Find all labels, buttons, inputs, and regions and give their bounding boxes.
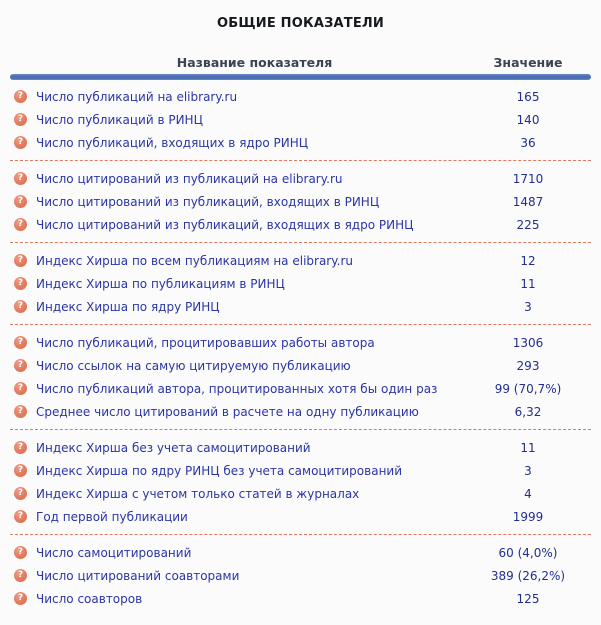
row-value[interactable]: 140 (516, 112, 540, 127)
table-row: ? Индекс Хирша без учета самоцитирований… (14, 436, 587, 459)
question-mark-icon[interactable]: ? (14, 90, 27, 103)
row-value[interactable]: 293 (516, 358, 540, 373)
group-separator (10, 160, 591, 161)
table-row: ? Число цитирований из публикаций на eli… (14, 167, 587, 190)
question-mark-icon[interactable]: ? (14, 195, 27, 208)
row-label[interactable]: Число цитирований соавторами (36, 568, 240, 583)
row-label[interactable]: Число публикаций, входящих в ядро РИНЦ (36, 135, 309, 150)
row-value[interactable]: 4 (524, 486, 532, 501)
row-value[interactable]: 1710 (512, 171, 544, 186)
row-label[interactable]: Число самоцитирований (36, 545, 192, 560)
row-value[interactable]: 11 (520, 440, 536, 455)
question-mark-icon[interactable]: ? (14, 382, 27, 395)
row-label[interactable]: Индекс Хирша по ядру РИНЦ (36, 299, 220, 314)
question-mark-icon[interactable]: ? (14, 464, 27, 477)
row-label[interactable]: Число цитирований из публикаций, входящи… (36, 217, 414, 232)
row-label[interactable]: Число соавторов (36, 591, 143, 606)
row-label[interactable]: Число публикаций, процитировавших работы… (36, 335, 375, 350)
row-value[interactable]: 12 (520, 253, 536, 268)
row-label[interactable]: Год первой публикации (36, 509, 188, 524)
question-mark-icon[interactable]: ? (14, 441, 27, 454)
question-mark-icon[interactable]: ? (14, 277, 27, 290)
row-label[interactable]: Число цитирований из публикаций на elibr… (36, 171, 343, 186)
row-value[interactable]: 99 (70,7%) (494, 381, 562, 396)
metrics-panel: ОБЩИЕ ПОКАЗАТЕЛИ Название показателя Зна… (0, 16, 601, 613)
column-header-name: Название показателя (176, 55, 333, 70)
row-label[interactable]: Индекс Хирша по ядру РИНЦ без учета само… (36, 463, 403, 478)
question-mark-icon[interactable]: ? (14, 569, 27, 582)
header-accent-bar (10, 74, 591, 80)
question-mark-icon[interactable]: ? (14, 359, 27, 372)
table-row: ? Число публикаций на elibrary.ru 165 (14, 85, 587, 108)
table-row: ? Индекс Хирша с учетом только статей в … (14, 482, 587, 505)
question-mark-icon[interactable]: ? (14, 113, 27, 126)
table-row: ? Год первой публикации 1999 (14, 505, 587, 528)
row-value[interactable]: 1306 (512, 335, 544, 350)
table-row: ? Число самоцитирований 60 (4,0%) (14, 541, 587, 564)
row-value[interactable]: 165 (516, 89, 540, 104)
table-row: ? Число публикаций, входящих в ядро РИНЦ… (14, 131, 587, 154)
table-row: ? Число соавторов 125 (14, 587, 587, 610)
column-header-value: Значение (493, 55, 563, 70)
table-row: ? Число ссылок на самую цитируемую публи… (14, 354, 587, 377)
question-mark-icon[interactable]: ? (14, 300, 27, 313)
question-mark-icon[interactable]: ? (14, 136, 27, 149)
table-row: ? Индекс Хирша по ядру РИНЦ 3 (14, 295, 587, 318)
table-body: ? Число публикаций на elibrary.ru 165 ? … (10, 82, 591, 613)
row-label[interactable]: Число ссылок на самую цитируемую публика… (36, 358, 351, 373)
row-value[interactable]: 3 (524, 463, 532, 478)
table-row: ? Индекс Хирша по ядру РИНЦ без учета са… (14, 459, 587, 482)
question-mark-icon[interactable]: ? (14, 218, 27, 231)
row-value[interactable]: 36 (520, 135, 536, 150)
row-label[interactable]: Среднее число цитирований в расчете на о… (36, 404, 419, 419)
row-value[interactable]: 6,32 (514, 404, 542, 419)
question-mark-icon[interactable]: ? (14, 592, 27, 605)
table-row: ? Число публикаций, процитировавших рабо… (14, 331, 587, 354)
question-mark-icon[interactable]: ? (14, 405, 27, 418)
row-value[interactable]: 1487 (512, 194, 544, 209)
indicator-group: ? Индекс Хирша без учета самоцитирований… (14, 433, 587, 531)
question-mark-icon[interactable]: ? (14, 546, 27, 559)
table-row: ? Число цитирований из публикаций, входя… (14, 190, 587, 213)
row-label[interactable]: Индекс Хирша без учета самоцитирований (36, 440, 311, 455)
row-label[interactable]: Индекс Хирша по всем публикациям на elib… (36, 253, 353, 268)
row-value[interactable]: 3 (524, 299, 532, 314)
indicator-group: ? Число самоцитирований 60 (4,0%) ? Числ… (14, 538, 587, 613)
question-mark-icon[interactable]: ? (14, 336, 27, 349)
group-separator (10, 324, 591, 325)
row-label[interactable]: Число цитирований из публикаций, входящи… (36, 194, 380, 209)
table-row: ? Число цитирований соавторами 389 (26,2… (14, 564, 587, 587)
table-row: ? Индекс Хирша по публикациям в РИНЦ 11 (14, 272, 587, 295)
page-title: ОБЩИЕ ПОКАЗАТЕЛИ (216, 16, 385, 31)
row-label[interactable]: Число публикаций в РИНЦ (36, 112, 203, 127)
table-row: ? Число публикаций в РИНЦ 140 (14, 108, 587, 131)
indicator-group: ? Число цитирований из публикаций на eli… (14, 164, 587, 239)
table-header: Название показателя Значение (14, 55, 587, 70)
row-label[interactable]: Число публикаций автора, процитированных… (36, 381, 438, 396)
question-mark-icon[interactable]: ? (14, 510, 27, 523)
table-row: ? Число цитирований из публикаций, входя… (14, 213, 587, 236)
table-row: ? Число публикаций автора, процитированн… (14, 377, 587, 400)
row-value[interactable]: 60 (4,0%) (498, 545, 558, 560)
row-label[interactable]: Индекс Хирша по публикациям в РИНЦ (36, 276, 285, 291)
row-value[interactable]: 125 (516, 591, 540, 606)
row-value[interactable]: 1999 (512, 509, 544, 524)
row-label[interactable]: Индекс Хирша с учетом только статей в жу… (36, 486, 360, 501)
indicator-group: ? Число публикаций на elibrary.ru 165 ? … (14, 82, 587, 157)
group-separator (10, 534, 591, 535)
table-row: ? Индекс Хирша по всем публикациям на el… (14, 249, 587, 272)
question-mark-icon[interactable]: ? (14, 254, 27, 267)
group-separator (10, 429, 591, 430)
group-separator (10, 242, 591, 243)
table-row: ? Среднее число цитирований в расчете на… (14, 400, 587, 423)
indicator-group: ? Число публикаций, процитировавших рабо… (14, 328, 587, 426)
row-value[interactable]: 11 (520, 276, 536, 291)
row-value[interactable]: 389 (26,2%) (490, 568, 566, 583)
indicator-group: ? Индекс Хирша по всем публикациям на el… (14, 246, 587, 321)
question-mark-icon[interactable]: ? (14, 487, 27, 500)
row-value[interactable]: 225 (516, 217, 540, 232)
row-label[interactable]: Число публикаций на elibrary.ru (36, 89, 238, 104)
question-mark-icon[interactable]: ? (14, 172, 27, 185)
